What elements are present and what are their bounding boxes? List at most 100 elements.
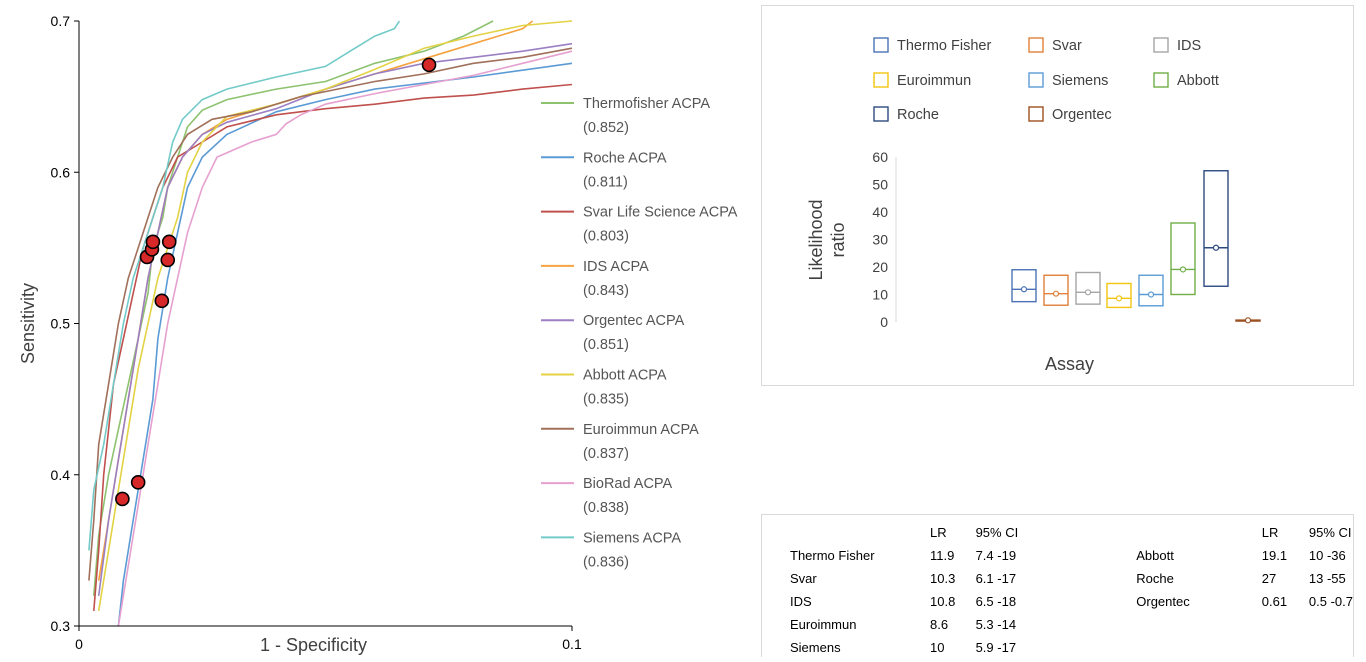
roc-legend-label: Abbott ACPA [583, 368, 667, 384]
table-row: Euroimmun 8.6 5.3 -14 [762, 613, 1353, 636]
roc-y-axis-label: Sensitivity [18, 283, 38, 364]
lr-legend-label: Orgentec [1052, 107, 1112, 123]
roc-series-line-biorad-acpa [117, 50, 573, 627]
lr-table-assay: Roche [1136, 571, 1174, 586]
roc-legend-auc: (0.852) [583, 120, 629, 136]
roc-legend-label: Thermofisher ACPA [583, 96, 710, 112]
lr-legend-label: Thermo Fisher [897, 38, 991, 54]
lr-ci-box-roche [1203, 170, 1229, 287]
lr-point-marker [1179, 266, 1187, 273]
lr-point-marker [1020, 286, 1028, 293]
roc-x-tick-label: 0 [75, 636, 83, 652]
lr-table-assay: Abbott [1136, 548, 1174, 563]
lr-y-tick-label: 20 [872, 259, 888, 275]
lr-legend-label: Roche [897, 107, 939, 123]
lr-table-header-ci: 95% CI [1308, 525, 1352, 540]
roc-legend-auc: (0.836) [583, 554, 629, 570]
roc-chart: 0.3 0.4 0.5 0.6 0.7 0 0.1 1 - Specificity Sensit… [18, 13, 738, 655]
lr-table-assay: Svar [790, 571, 817, 586]
lr-legend-swatch [1028, 106, 1044, 122]
lr-table-ci: 10 -36 [1308, 548, 1346, 563]
lr-table-lr: 10.3 [930, 571, 956, 586]
lr-point-marker [1212, 244, 1220, 251]
lr-y-axis-label-line1: Likelihood [806, 199, 826, 280]
lr-table-assay: Euroimmun [790, 617, 857, 632]
lr-ci-box-siemens [1138, 274, 1164, 307]
roc-legend-auc: (0.837) [583, 446, 629, 462]
lr-point-marker [1052, 290, 1060, 297]
lr-legend-swatch [873, 106, 889, 122]
lr-table-empty-cell [1136, 521, 1258, 544]
roc-y-tick-label: 0.7 [51, 13, 71, 29]
roc-cutoff-marker [154, 293, 170, 309]
lr-table-empty-cell [1309, 613, 1353, 636]
roc-legend-auc: (0.843) [583, 283, 629, 299]
lr-table-lr: 27 [1261, 571, 1277, 586]
roc-cutoff-marker [161, 234, 177, 250]
roc-legend-label: IDS ACPA [583, 259, 649, 275]
table-row: Svar 10.3 6.1 -17 Roche 27 13 -55 [762, 567, 1353, 590]
roc-series-line-thermofisher-acpa [93, 20, 494, 596]
lr-table-empty-cell [1136, 613, 1258, 636]
likelihood-ratio-chart: Thermo Fisher Svar IDS Euroimmun Siemens Abbo… [806, 37, 1261, 374]
lr-point-marker [1147, 291, 1155, 298]
roc-y-tick-label: 0.4 [51, 467, 71, 483]
roc-series-line-svar-life-science-acpa [93, 83, 573, 611]
roc-legend-auc: (0.851) [583, 337, 629, 353]
lr-y-tick-label: 0 [880, 314, 888, 330]
roc-legend-label: BioRad ACPA [583, 476, 673, 492]
lr-table-empty-cell [1309, 636, 1353, 659]
lr-table-header-lr: LR [1261, 525, 1279, 540]
likelihood-ratio-chart-panel: Thermo Fisher Svar IDS Euroimmun Siemens Abbo… [761, 5, 1354, 386]
lr-y-tick-label: 40 [872, 204, 888, 220]
roc-legend-label: Roche ACPA [583, 150, 667, 166]
lr-legend-swatch [1153, 72, 1169, 88]
roc-series-line-euroimmun-acpa [88, 47, 573, 581]
lr-table-ci: 6.1 -17 [975, 571, 1017, 586]
lr-table-ci: 6.5 -18 [975, 594, 1017, 609]
roc-cutoff-marker [115, 491, 130, 507]
lr-legend-label: Euroimmun [897, 73, 971, 89]
lr-point-marker [1115, 295, 1123, 302]
lr-table-assay: Thermo Fisher [790, 548, 875, 563]
lr-table-ci: 0.5 -0.7 [1308, 594, 1353, 609]
roc-series-line-roche-acpa [117, 62, 573, 627]
lr-x-axis-label: Assay [1045, 354, 1094, 374]
roc-legend-label: Svar Life Science ACPA [583, 205, 738, 221]
roc-y-tick-label: 0.6 [51, 164, 71, 180]
lr-table-empty-cell [1048, 544, 1136, 567]
lr-ci-box-abbott [1170, 222, 1196, 296]
lr-table-ci: 5.3 -14 [975, 617, 1017, 632]
lr-table-ci: 5.9 -17 [975, 640, 1017, 655]
lr-table-lr: 10 [930, 640, 945, 655]
lr-y-tick-label: 10 [872, 287, 888, 303]
lr-y-tick-label: 50 [872, 177, 888, 193]
lr-legend-swatch [1153, 37, 1169, 53]
lr-table-lr: 10.8 [930, 594, 956, 609]
roc-legend-label: Siemens ACPA [583, 530, 681, 546]
lr-table-lr: 19.1 [1261, 548, 1288, 563]
roc-legend-auc: (0.811) [583, 174, 628, 190]
lr-table-empty-cell [1048, 636, 1136, 659]
roc-cutoff-marker [160, 252, 176, 268]
lr-point-marker [1244, 317, 1252, 324]
roc-cutoff-marker [145, 234, 161, 250]
table-row: Thermo Fisher 11.9 7.4 -19 Abbott 19.1 10 -36 [762, 544, 1353, 567]
roc-legend-auc: (0.803) [583, 229, 629, 245]
lr-table-ci: 13 -55 [1308, 571, 1346, 586]
lr-ci-box-ids [1075, 271, 1101, 305]
lr-ci-box-euroimmun [1106, 282, 1132, 309]
roc-legend-label: Euroimmun ACPA [583, 422, 699, 438]
lr-table-header-lr: LR [930, 525, 947, 540]
lr-table-lr: 0.61 [1261, 594, 1288, 609]
roc-chart-panel: 0.3 0.4 0.5 0.6 0.7 0 0.1 1 - Specificity Sensit… [18, 13, 738, 655]
lr-y-axis-label-line2: ratio [828, 222, 848, 257]
lr-table-empty-cell [1048, 521, 1136, 544]
roc-y-tick-label: 0.5 [51, 316, 71, 332]
lr-legend-swatch [873, 72, 889, 88]
roc-cutoff-marker [130, 475, 146, 490]
lr-table-empty-cell [1136, 636, 1258, 659]
lr-table-assay: Siemens [790, 640, 841, 655]
roc-legend-label: Orgentec ACPA [583, 313, 685, 329]
lr-table-empty-cell [762, 521, 922, 544]
